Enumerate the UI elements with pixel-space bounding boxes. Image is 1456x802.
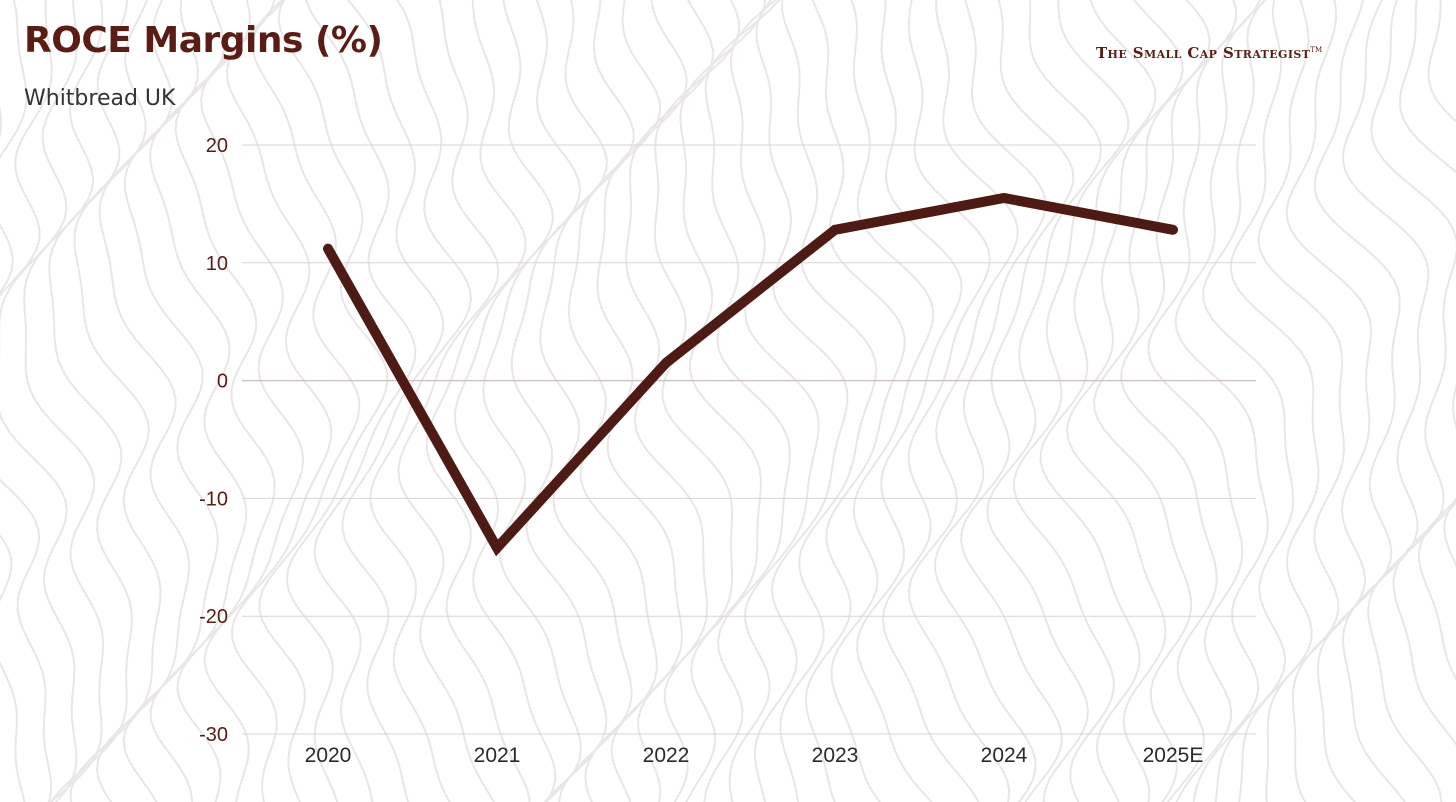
contour-line [933,0,1047,802]
contour-line [305,0,417,802]
y-tick-label: -20 [199,606,228,628]
contour-line [703,0,791,802]
y-tick-label: 0 [217,371,228,393]
y-tick-label: 20 [206,135,228,157]
contour-line [1257,0,1346,802]
contour-line [1039,0,1157,802]
chart-title: ROCE Margins (%) [24,20,383,61]
contour-line [48,0,133,802]
contour-line [251,0,361,802]
contour-line [804,0,906,802]
contour-line [174,0,276,802]
contour-line [753,0,849,802]
contour-line [907,0,1019,802]
contour-line [625,0,714,802]
contour-line [453,0,557,802]
contour-line [1202,0,1295,802]
contour-line [0,0,28,802]
trademark-mark: TM [1310,46,1323,54]
x-tick-label: 2024 [981,744,1028,767]
contour-line [1392,0,1456,747]
contour-line [830,0,935,802]
contour-line [425,0,531,802]
contour-line [1313,0,1401,802]
series-layer [323,192,1178,557]
series-line [323,192,1178,557]
brand-logo: The Small Cap StrategistTM [1096,44,1322,62]
y-tick-label: 10 [206,253,228,275]
contour-line [0,0,79,802]
contour-line [0,106,3,140]
contour-line [23,0,104,802]
contour-line [397,0,500,802]
contour-line [1174,0,1269,802]
x-tick-label: 2025E [1143,744,1204,767]
x-tick-label: 2022 [643,744,690,767]
contour-line [277,0,389,802]
contour-line [653,0,741,802]
x-axis: 2020 2021 2022 2023 2024 2025E [305,744,1204,767]
y-axis: 20 10 0 -10 -20 -30 [199,135,228,746]
contour-line [200,0,305,802]
contour-line [1065,0,1184,802]
contour-line [881,0,991,802]
y-tick-label: -10 [199,488,228,510]
contour-line [1285,0,1373,802]
contour-line [986,0,1103,802]
contour-line [510,0,608,802]
contour-line [225,0,333,802]
contour-line [482,0,582,802]
contour-line [1120,0,1238,802]
gridlines [242,144,1256,735]
contour-line [728,0,820,802]
x-tick-label: 2021 [474,744,521,767]
contour-line [539,0,635,802]
contour-line [679,0,767,802]
y-tick-label: -30 [199,724,228,746]
contour-line [341,0,444,802]
contour-line [1093,0,1211,802]
x-tick-label: 2023 [812,744,859,767]
contour-line [69,0,162,802]
contour-line [856,0,963,802]
contour-line [779,0,878,802]
contour-line [1367,0,1456,802]
contour-line [1341,0,1430,802]
brand-name: The Small Cap Strategist [1096,44,1311,62]
contour-line [1012,0,1130,802]
contour-line [959,0,1075,802]
contour-line [0,0,53,802]
chart-subtitle: Whitbread UK [24,86,176,111]
contour-line [1229,0,1320,802]
contour-line [149,0,248,802]
x-tick-label: 2020 [305,744,352,767]
contour-line [1147,0,1262,802]
